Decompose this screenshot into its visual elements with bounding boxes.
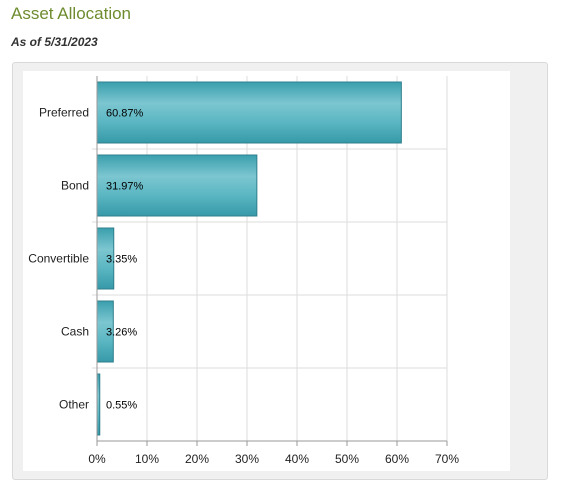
x-tick-label: 0%: [88, 452, 106, 466]
data-label: 60.87%: [106, 108, 144, 120]
category-label: Cash: [61, 325, 89, 339]
bar-bond: [96, 154, 258, 217]
x-tick-label: 30%: [235, 452, 259, 466]
data-label: 3.26%: [106, 327, 137, 339]
x-tick-label: 40%: [285, 452, 309, 466]
category-label: Preferred: [39, 106, 89, 120]
x-tick-label: 60%: [385, 452, 409, 466]
x-tick-label: 10%: [135, 452, 159, 466]
category-label: Other: [59, 398, 89, 412]
as-of-date: As of 5/31/2023: [11, 35, 98, 49]
data-label: 3.35%: [106, 254, 137, 266]
data-label: 0.55%: [106, 400, 137, 412]
category-label: Bond: [61, 179, 89, 193]
data-label: 31.97%: [106, 181, 144, 193]
x-tick-label: 20%: [185, 452, 209, 466]
x-tick-label: 70%: [435, 452, 459, 466]
x-tick-label: 50%: [335, 452, 359, 466]
page-title: Asset Allocation: [11, 4, 132, 23]
bar-preferred: [96, 81, 402, 144]
category-label: Convertible: [28, 252, 89, 266]
